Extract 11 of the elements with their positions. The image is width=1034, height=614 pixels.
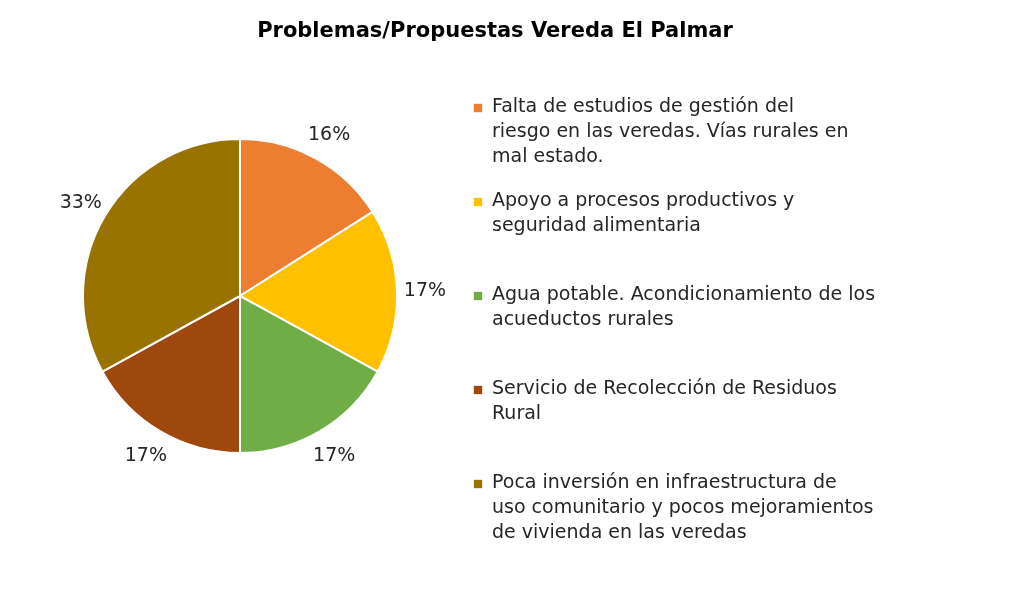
data-label: 17%	[124, 443, 167, 466]
legend-label: Agua potable. Acondicionamiento de los acueductos rurales	[492, 282, 876, 329]
data-label: 17%	[313, 443, 356, 466]
legend-label: Servicio de Recolección de Residuos Rural	[492, 376, 837, 423]
data-label: 16%	[308, 121, 351, 144]
data-label: 17%	[403, 278, 447, 301]
chart-title: Problemas/Propuestas Vereda El Palmar	[257, 18, 734, 42]
legend-label: Falta de estudios de gestión del riesgo en las veredas. Vías rurales en mal estado.	[492, 94, 849, 166]
legend-label: Apoyo a procesos productivos y seguridad alimentaria	[492, 188, 795, 235]
data-label: 33%	[59, 189, 102, 212]
legend-label: Poca inversión en infraestructura de uso comunitario y pocos mejoramientos de vivienda en las veredas	[492, 470, 874, 542]
